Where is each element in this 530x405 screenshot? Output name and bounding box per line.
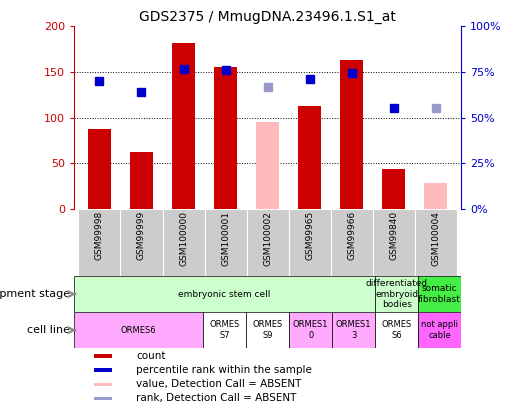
Text: ORMES
S6: ORMES S6 (382, 320, 412, 340)
Text: somatic
fibroblast: somatic fibroblast (418, 284, 461, 304)
Bar (375, 312, 418, 348)
Text: ORMES
S7: ORMES S7 (209, 320, 240, 340)
Bar (94, 369, 112, 372)
Bar (418, 276, 461, 312)
Bar (246, 312, 289, 348)
Bar (425, 183, 447, 209)
Bar (214, 67, 237, 209)
Text: GSM99999: GSM99999 (137, 211, 146, 260)
Text: GSM100001: GSM100001 (221, 211, 230, 266)
Text: cell line: cell line (28, 325, 70, 335)
Bar (298, 106, 321, 209)
Bar (94, 383, 112, 386)
Text: GSM99998: GSM99998 (95, 211, 104, 260)
Bar (332, 312, 375, 348)
Bar (74, 312, 203, 348)
Text: GSM99965: GSM99965 (305, 211, 314, 260)
Text: count: count (136, 351, 165, 361)
Bar (415, 209, 457, 276)
Bar (246, 209, 289, 276)
Text: differentiated
embryoid
bodies: differentiated embryoid bodies (366, 279, 428, 309)
Bar (375, 276, 418, 312)
Bar (88, 128, 111, 209)
Text: percentile rank within the sample: percentile rank within the sample (136, 365, 312, 375)
Text: ORMES1
0: ORMES1 0 (293, 320, 329, 340)
Bar (205, 209, 246, 276)
Bar (130, 152, 153, 209)
Bar (120, 209, 163, 276)
Bar (382, 168, 405, 209)
Bar (289, 209, 331, 276)
Text: not appli
cable: not appli cable (421, 320, 458, 340)
Bar (373, 209, 415, 276)
Text: GSM100004: GSM100004 (431, 211, 440, 266)
Bar (340, 60, 364, 209)
Text: rank, Detection Call = ABSENT: rank, Detection Call = ABSENT (136, 393, 296, 403)
Bar (289, 312, 332, 348)
Bar (94, 354, 112, 358)
Text: GSM100002: GSM100002 (263, 211, 272, 266)
Text: GSM99966: GSM99966 (347, 211, 356, 260)
Bar (256, 122, 279, 209)
Bar (78, 209, 120, 276)
Text: ORMES6: ORMES6 (121, 326, 156, 335)
Text: GSM100000: GSM100000 (179, 211, 188, 266)
Bar (163, 209, 205, 276)
Text: development stage: development stage (0, 289, 70, 299)
Bar (331, 209, 373, 276)
Text: value, Detection Call = ABSENT: value, Detection Call = ABSENT (136, 379, 302, 389)
Bar (94, 396, 112, 400)
Bar (74, 276, 375, 312)
Bar (418, 312, 461, 348)
Bar (172, 43, 195, 209)
Text: ORMES1
3: ORMES1 3 (336, 320, 372, 340)
Title: GDS2375 / MmugDNA.23496.1.S1_at: GDS2375 / MmugDNA.23496.1.S1_at (139, 10, 396, 24)
Text: ORMES
S9: ORMES S9 (252, 320, 283, 340)
Bar (203, 312, 246, 348)
Text: GSM99840: GSM99840 (390, 211, 399, 260)
Text: embryonic stem cell: embryonic stem cell (179, 290, 271, 298)
